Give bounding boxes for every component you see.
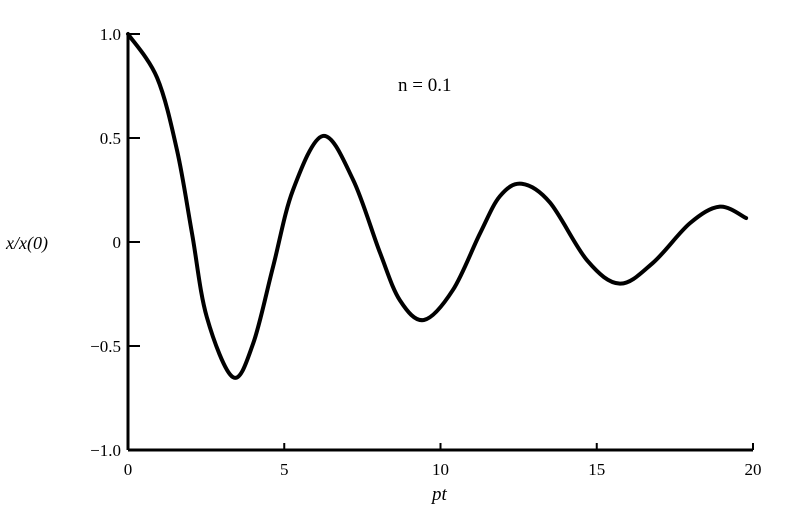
- annotation-n: n = 0.1: [398, 75, 451, 96]
- y-tick-label: −0.5: [90, 337, 121, 356]
- y-tick-label: 0.5: [100, 129, 121, 148]
- x-tick-label: 10: [432, 460, 449, 479]
- x-tick-label: 0: [124, 460, 133, 479]
- axes: [126, 34, 753, 452]
- x-tick-label: 15: [588, 460, 605, 479]
- x-axis-label: pt: [430, 484, 448, 505]
- y-axis-label: x/x(0): [5, 233, 48, 254]
- x-tick-label: 20: [745, 460, 762, 479]
- series-line: [126, 32, 749, 380]
- ticks: 0 5 10 15 20 1.0 0.5 0 −0.5 −1.0: [90, 25, 761, 479]
- y-tick-label: 0: [113, 233, 122, 252]
- x-tick-label: 5: [280, 460, 289, 479]
- y-tick-label: 1.0: [100, 25, 121, 44]
- y-tick-label: −1.0: [90, 441, 121, 460]
